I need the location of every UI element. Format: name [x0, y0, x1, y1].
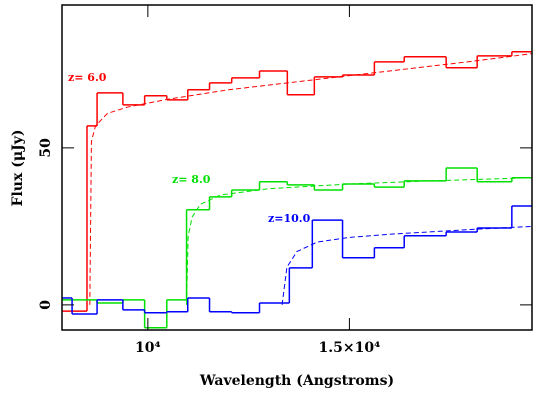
- x-axis-title: Wavelength (Angstroms): [199, 373, 394, 389]
- frame: [61, 4, 533, 331]
- model-curve: [89, 53, 533, 305]
- model-curve: [186, 177, 533, 305]
- series-label: z= 8.0: [172, 173, 211, 186]
- x-tick-label: 1.5×10⁴: [319, 340, 381, 356]
- plot-area: [62, 51, 533, 329]
- y-tick-label: 0: [38, 300, 54, 310]
- x-tick-label: 10⁴: [135, 340, 161, 356]
- y-axis-title: Flux (μJy): [10, 130, 26, 207]
- series-label: z= 6.0: [68, 71, 107, 84]
- series-label: z=10.0: [268, 212, 311, 225]
- model-curve: [281, 225, 533, 305]
- y-tick-label: 50: [38, 138, 54, 158]
